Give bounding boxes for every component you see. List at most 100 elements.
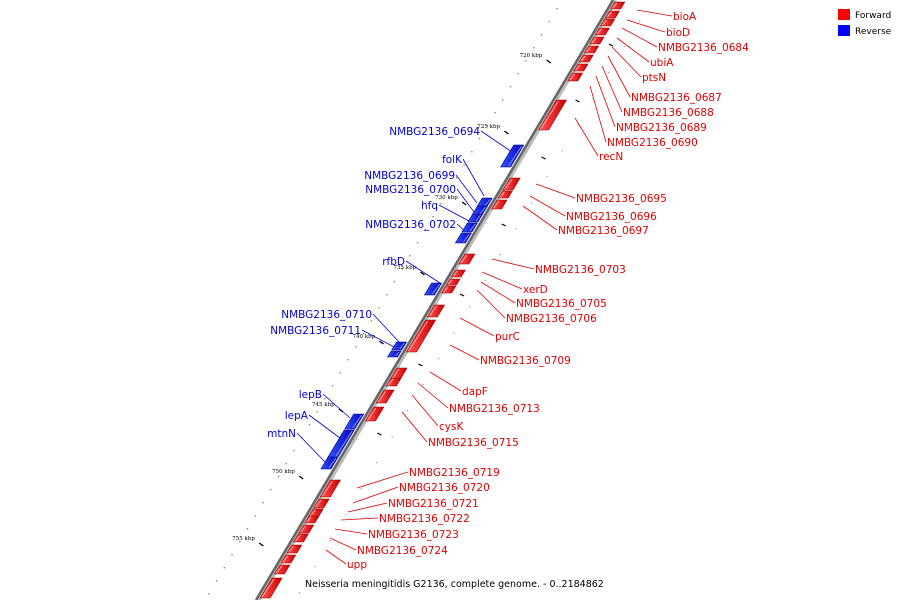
forward-gene[interactable] — [304, 515, 320, 524]
forward-gene-label[interactable]: upp — [347, 559, 367, 571]
reverse-gene[interactable] — [320, 456, 339, 470]
forward-gene-label[interactable]: NMBG2136_0713 — [449, 403, 540, 415]
forward-gene-label[interactable]: NMBG2136_0709 — [480, 355, 571, 367]
forward-gene-label[interactable]: dapF — [462, 386, 488, 398]
forward-gene[interactable] — [406, 319, 437, 353]
legend-forward-label: Forward — [855, 11, 891, 21]
forward-gene[interactable] — [594, 27, 610, 36]
forward-leader-line — [626, 19, 666, 33]
legend-reverse-label: Reverse — [855, 27, 892, 37]
dot-mark — [298, 592, 300, 594]
forward-gene-label[interactable]: NMBG2136_0689 — [616, 122, 707, 134]
forward-gene-label[interactable]: ptsN — [642, 72, 666, 84]
forward-gene-label[interactable]: NMBG2136_0724 — [357, 545, 448, 557]
forward-gene-label[interactable]: ubiA — [650, 57, 674, 69]
reverse-gene-label[interactable]: folK — [442, 154, 463, 166]
forward-gene-label[interactable]: NMBG2136_0697 — [558, 225, 649, 237]
forward-gene[interactable] — [286, 544, 303, 554]
forward-gene[interactable] — [604, 10, 620, 19]
forward-gene-label[interactable]: NMBG2136_0721 — [388, 498, 479, 510]
reverse-gene[interactable] — [461, 222, 478, 233]
forward-gene[interactable] — [497, 190, 513, 199]
forward-gene-label[interactable]: NMBG2136_0705 — [516, 298, 607, 310]
reverse-gene[interactable] — [391, 341, 408, 351]
forward-gene[interactable] — [426, 304, 446, 318]
forward-gene[interactable] — [441, 285, 457, 294]
forward-gene-label[interactable]: cysK — [439, 421, 464, 433]
forward-gene-label[interactable]: xerD — [523, 284, 548, 296]
dot-mark — [478, 138, 481, 140]
gene-bevel — [367, 407, 377, 421]
forward-gene[interactable] — [583, 45, 600, 54]
forward-gene[interactable] — [538, 99, 568, 131]
forward-gene-label[interactable]: NMBG2136_0706 — [506, 313, 597, 325]
forward-gene[interactable] — [259, 577, 283, 599]
forward-gene-label[interactable]: NMBG2136_0723 — [368, 529, 459, 541]
scale-ticks: 720 kbp 725 kbp 730 kbp 735 kbp 740 kbp 745 k… — [232, 43, 614, 547]
forward-gene-label[interactable]: NMBG2136_0684 — [658, 42, 749, 54]
reverse-gene-label[interactable]: lepB — [299, 389, 322, 401]
reverse-gene-label[interactable]: NMBG2136_0694 — [389, 126, 480, 138]
reverse-gene-label[interactable]: NMBG2136_0699 — [364, 170, 455, 182]
reverse-gene[interactable] — [344, 413, 365, 430]
forward-gene-label[interactable]: NMBG2136_0720 — [399, 482, 490, 494]
forward-leader-line — [574, 117, 599, 157]
forward-gene-label[interactable]: NMBG2136_0715 — [428, 437, 519, 449]
forward-gene-label[interactable]: recN — [599, 151, 623, 163]
forward-gene[interactable] — [298, 524, 315, 534]
reverse-gene[interactable] — [500, 144, 525, 168]
forward-gene[interactable] — [491, 199, 508, 210]
reverse-gene-label[interactable]: lepA — [285, 410, 309, 422]
reverse-gene[interactable] — [423, 282, 443, 296]
forward-gene[interactable] — [458, 253, 476, 265]
forward-gene[interactable] — [375, 389, 395, 404]
reverse-gene-label[interactable]: NMBG2136_0702 — [365, 219, 456, 231]
forward-gene-label[interactable]: NMBG2136_0703 — [535, 264, 626, 276]
forward-gene-label[interactable]: NMBG2136_0690 — [607, 137, 698, 149]
forward-gene[interactable] — [385, 377, 402, 387]
forward-gene[interactable] — [292, 533, 309, 543]
forward-gene[interactable] — [280, 554, 297, 564]
tick-label: 755 kbp — [232, 536, 255, 542]
forward-gene-label[interactable]: NMBG2136_0722 — [379, 513, 470, 525]
reverse-gene-label[interactable]: NMBG2136_0700 — [365, 184, 456, 196]
forward-gene-label[interactable]: NMBG2136_0696 — [566, 211, 657, 223]
forward-gene[interactable] — [578, 54, 594, 63]
reverse-gene-label[interactable]: NMBG2136_0710 — [281, 309, 372, 321]
forward-gene[interactable] — [445, 278, 461, 286]
forward-gene[interactable] — [600, 18, 616, 27]
gene-bevel — [282, 555, 289, 563]
forward-gene[interactable] — [567, 72, 584, 82]
forward-gene[interactable] — [313, 498, 330, 509]
reverse-leader-line — [308, 414, 341, 439]
forward-gene[interactable] — [273, 564, 291, 575]
forward-gene-label[interactable]: bioD — [666, 27, 690, 39]
dot-mark — [422, 384, 424, 386]
forward-gene-label[interactable]: NMBG2136_0687 — [631, 92, 722, 104]
dot-mark — [401, 268, 403, 270]
forward-gene[interactable] — [502, 177, 521, 191]
forward-gene[interactable] — [610, 1, 626, 10]
forward-gene-label[interactable]: purC — [495, 331, 520, 343]
forward-gene[interactable] — [589, 36, 605, 45]
forward-gene[interactable] — [573, 63, 589, 72]
forward-gene[interactable] — [319, 479, 341, 498]
forward-gene-label[interactable]: NMBG2136_0695 — [576, 193, 667, 205]
tick-label: 720 kbp — [520, 53, 543, 59]
reverse-gene-label[interactable]: mtnN — [267, 428, 296, 440]
tick-label: 735 kbp — [394, 265, 417, 271]
reverse-gene[interactable] — [387, 350, 402, 358]
dot-mark — [468, 306, 471, 308]
reverse-gene[interactable] — [454, 232, 472, 244]
reverse-gene-label[interactable]: hfq — [421, 200, 438, 212]
forward-gene-label[interactable]: NMBG2136_0719 — [409, 467, 500, 479]
reverse-gene[interactable] — [467, 213, 484, 223]
tick-mark — [420, 271, 425, 276]
reverse-gene-label[interactable]: NMBG2136_0711 — [270, 325, 361, 337]
reverse-gene-label[interactable]: rfbD — [382, 256, 405, 268]
forward-gene-label[interactable]: NMBG2136_0688 — [623, 107, 714, 119]
forward-gene-label[interactable]: bioA — [673, 11, 697, 23]
forward-gene[interactable] — [450, 269, 466, 278]
forward-gene[interactable] — [364, 406, 385, 422]
gene-bevel — [309, 509, 316, 517]
